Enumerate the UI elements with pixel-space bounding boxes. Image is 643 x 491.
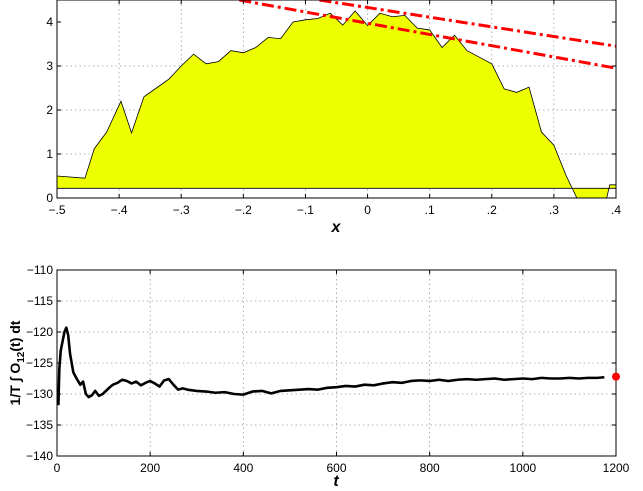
top-y-tick-label: 4 <box>46 15 53 29</box>
bottom-line-chart: 0 200 400 600 800 1000 1200 −140 −135 −130 −125 −12… <box>7 263 630 490</box>
top-area-fill <box>57 10 616 198</box>
top-dashdot-line-1 <box>319 0 616 48</box>
bottom-y-tick-label: −120 <box>26 325 53 339</box>
top-y-tick-label: 2 <box>46 103 53 117</box>
bottom-end-marker <box>612 372 620 381</box>
bottom-y-tick-label: −110 <box>27 263 53 277</box>
bottom-y-tick-label: −140 <box>26 449 53 463</box>
top-x-tick-label: −.4 <box>111 203 128 217</box>
bottom-x-axis-label: t <box>333 473 339 490</box>
bottom-x-tick-label: 200 <box>140 461 160 475</box>
bottom-x-tick-label: 800 <box>420 461 440 475</box>
y-label-subscript: 12 <box>16 351 27 363</box>
bottom-y-tick-label: −125 <box>26 356 53 370</box>
bottom-y-tick-label: −135 <box>26 418 53 432</box>
top-y-tick-label: 0 <box>46 191 53 205</box>
y-label-suffix: (t) dt <box>7 320 23 351</box>
top-x-tick-label: 0 <box>364 203 371 217</box>
bottom-x-tick-label: 600 <box>326 461 346 475</box>
top-dashdot-line-2 <box>239 0 616 70</box>
top-x-tick-label: −.3 <box>173 203 190 217</box>
bottom-x-tick-label: 1000 <box>509 461 536 475</box>
bottom-x-tick-label: 400 <box>233 461 253 475</box>
y-label-prefix: 1/T ∫ O <box>7 363 24 406</box>
top-x-tick-label: .2 <box>487 203 497 217</box>
top-area-chart: −.5 −.4 −.3 −.2 −.1 0 .1 .2 .3 .4 0 1 2 3 4 x <box>46 0 621 236</box>
top-x-tick-label: .3 <box>549 203 559 217</box>
bottom-x-tick-label: 0 <box>54 461 61 475</box>
top-x-tick-label: .4 <box>611 203 621 217</box>
top-plot-frame <box>56 0 617 199</box>
top-y-tick-label: 3 <box>46 59 53 73</box>
bottom-series-line <box>57 326 605 406</box>
bottom-x-tick-label: 1200 <box>603 461 630 475</box>
bottom-y-tick-label: −130 <box>26 387 53 401</box>
top-x-axis-label: x <box>331 219 342 236</box>
top-y-tick-label: 1 <box>46 147 53 161</box>
top-x-tick-label: −.2 <box>235 203 252 217</box>
bottom-y-tick-label: −115 <box>27 294 53 308</box>
top-x-tick-label: .1 <box>425 203 435 217</box>
bottom-y-axis-label: 1/T ∫ O12(t) dt <box>7 320 27 405</box>
top-x-tick-label: −.1 <box>297 203 314 217</box>
top-x-tick-label: −.5 <box>48 203 65 217</box>
